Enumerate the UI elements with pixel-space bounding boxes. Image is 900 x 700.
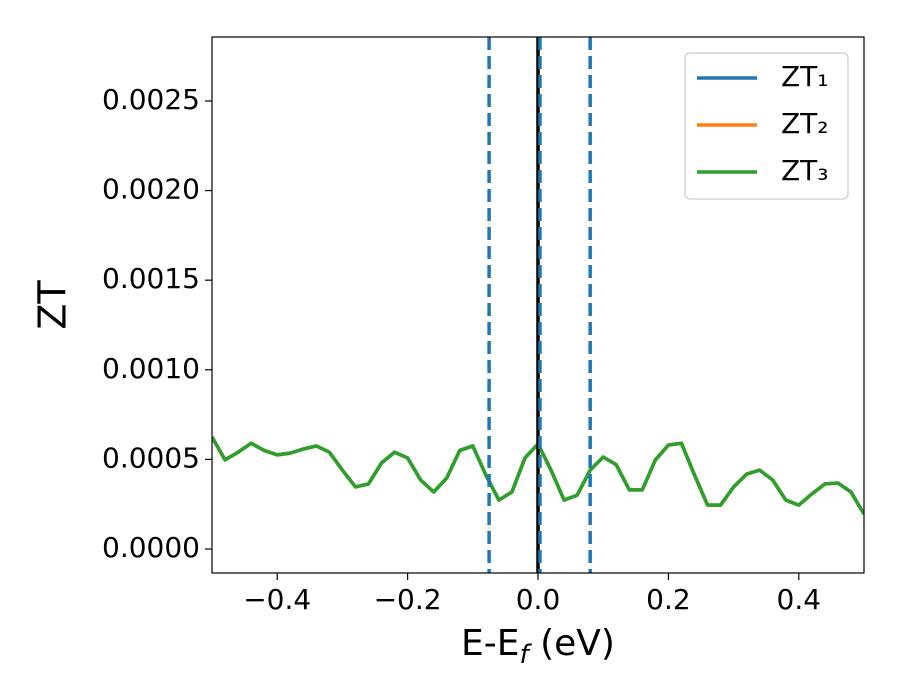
- y-tick-label: 0.0015: [102, 262, 200, 295]
- x-tick-label: 0.4: [777, 583, 822, 616]
- legend-label: ZT₃: [781, 154, 829, 187]
- y-tick-label: 0.0000: [102, 531, 200, 564]
- x-axis-label: E-Ef (eV): [461, 623, 615, 670]
- legend-box: [684, 52, 849, 200]
- legend-label: ZT₁: [781, 60, 829, 93]
- x-axis-label-unit: (eV): [529, 623, 615, 664]
- y-tick-label: 0.0010: [102, 352, 200, 385]
- y-axis-label: ZT: [31, 280, 75, 330]
- legend-label: ZT₂: [781, 107, 829, 140]
- y-tick-label: 0.0005: [102, 441, 200, 474]
- x-axis-label-main: E-E: [461, 623, 519, 664]
- x-tick-label: 0.2: [646, 583, 691, 616]
- x-tick-label: −0.2: [374, 583, 442, 616]
- x-tick-label: 0.0: [516, 583, 561, 616]
- x-tick-label: −0.4: [243, 583, 311, 616]
- y-tick-label: 0.0025: [102, 83, 200, 116]
- plot-frame: [211, 36, 865, 574]
- y-tick-label: 0.0020: [102, 173, 200, 206]
